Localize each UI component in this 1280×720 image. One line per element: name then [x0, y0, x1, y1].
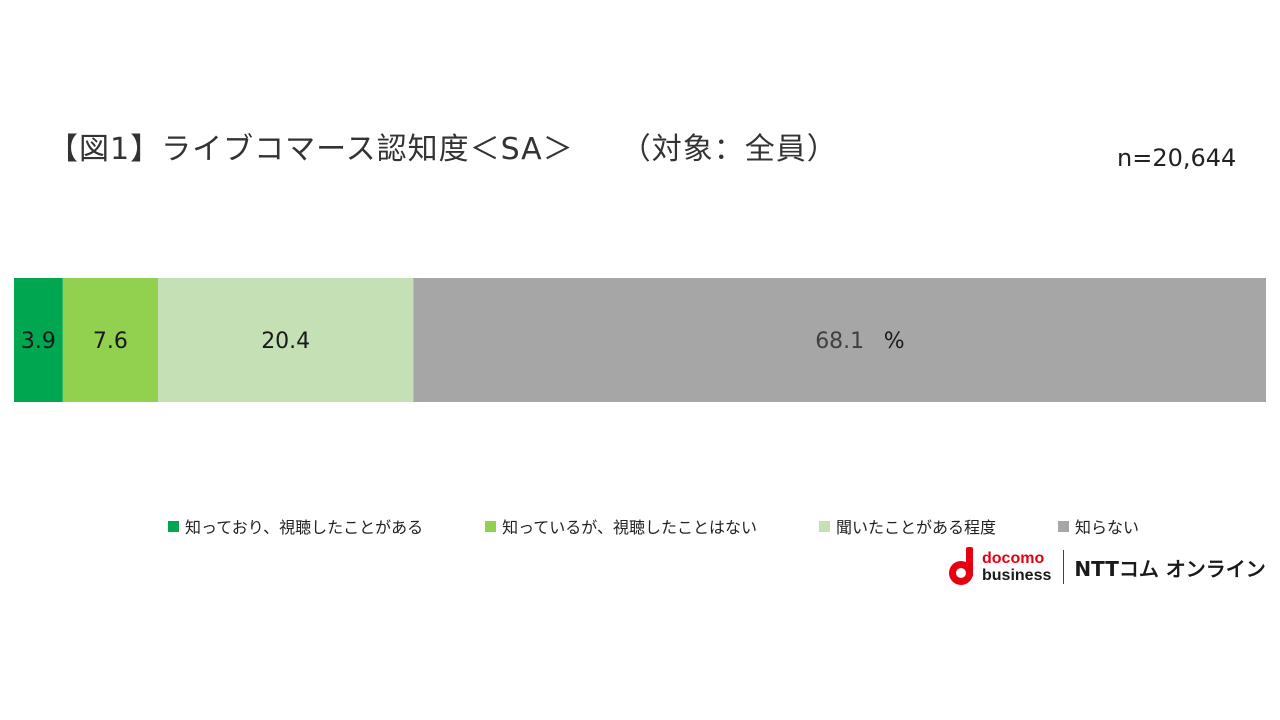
data-label-4: 68.1 — [815, 329, 864, 354]
legend-swatch-4 — [1058, 520, 1069, 532]
logo-line-business: business — [982, 567, 1052, 584]
bar-segment-1 — [14, 278, 63, 402]
chart-title: 【図1】ライブコマース認知度＜SA＞ （対象：全員） — [48, 132, 838, 167]
legend-label-1: 知っており、視聴したことがある — [185, 518, 424, 537]
docomo-d-icon — [949, 547, 973, 585]
legend-swatch-3 — [818, 520, 830, 532]
sample-size: n=20,644 — [1117, 144, 1237, 172]
data-label-2: 7.6 — [93, 329, 128, 354]
docomo-business-logo: docomo business NTTコム オンライン — [948, 546, 1266, 588]
logo-divider — [1063, 550, 1065, 584]
data-label-1: 3.9 — [21, 329, 56, 354]
legend-label-4: 知らない — [1075, 518, 1140, 537]
bar-segment-3 — [157, 278, 414, 402]
legend-swatch-1 — [168, 520, 179, 532]
legend-swatch-2 — [485, 520, 497, 532]
logo-brand: NTTコム オンライン — [1074, 556, 1266, 581]
bar-segment-4 — [413, 278, 1266, 402]
legend-item-2: 知っているが、視聴したことはない — [485, 514, 757, 538]
logo-line-docomo: docomo — [982, 550, 1045, 567]
legend-item-3: 聞いたことがある程度 — [818, 514, 996, 538]
bar-segment-2 — [62, 278, 158, 402]
legend-label-3: 聞いたことがある程度 — [835, 518, 996, 537]
percent-unit-label: % — [884, 329, 905, 354]
data-label-3: 20.4 — [261, 329, 310, 354]
legend-label-2: 知っているが、視聴したことはない — [502, 518, 757, 537]
legend-item-4: 知らない — [1058, 514, 1139, 538]
legend-item-1: 知っており、視聴したことがある — [168, 514, 423, 538]
chart-legend: 知っており、視聴したことがある 知っているが、視聴したことはない 聞いたことがある程… — [168, 514, 1139, 538]
